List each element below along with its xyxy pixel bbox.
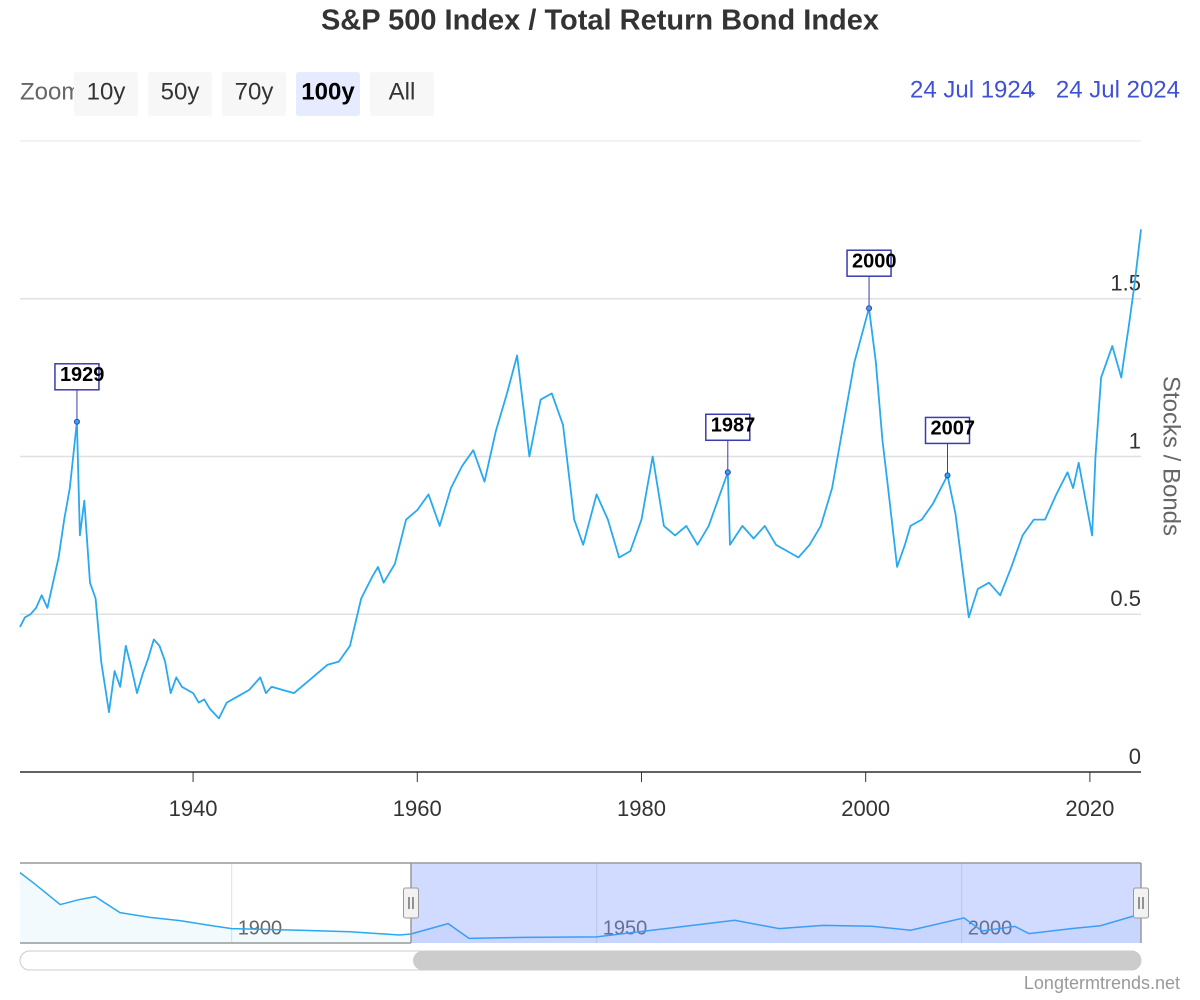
x-tick-label: 2020 xyxy=(1065,796,1114,821)
credit[interactable]: Longtermtrends.net xyxy=(1024,973,1180,993)
flag-point xyxy=(944,472,951,479)
zoom-button[interactable] xyxy=(222,72,286,116)
navigator-tick-label: 1900 xyxy=(238,917,283,939)
x-tick-label: 1960 xyxy=(393,796,442,821)
navigator-outline xyxy=(20,862,1142,944)
series-line xyxy=(19,229,1142,720)
zoom-button[interactable] xyxy=(74,72,138,116)
flag-box[interactable] xyxy=(705,413,751,442)
zoom-button-label[interactable]: All xyxy=(389,78,416,105)
flag-box[interactable] xyxy=(924,416,971,445)
flag-box[interactable] xyxy=(54,363,100,391)
navigator-line xyxy=(19,872,1142,940)
navigator-handle[interactable] xyxy=(1133,887,1149,919)
zoom-button[interactable] xyxy=(148,72,212,116)
flag-point xyxy=(866,305,873,312)
flag-label: 1987 xyxy=(711,415,756,437)
navigator-tick-label: 2000 xyxy=(968,917,1013,939)
range-buttons: 10y 50y 70y 100y All xyxy=(74,72,434,116)
zoom-button[interactable] xyxy=(370,72,434,116)
y-tick-label: 1 xyxy=(1129,428,1141,453)
navigator-tick-label: 1950 xyxy=(603,917,648,939)
y-tick-label: 0.5 xyxy=(1110,586,1141,611)
flag-point xyxy=(73,418,80,425)
scrollbar-thumb[interactable] xyxy=(412,951,1141,970)
zoom-button-label[interactable]: 50y xyxy=(161,78,200,105)
range-from[interactable]: 24 Jul 1924 xyxy=(910,76,1034,103)
flag-box[interactable] xyxy=(846,249,892,277)
navigator-mask xyxy=(410,863,1141,943)
chart-title: S&P 500 Index / Total Return Bond Index xyxy=(321,5,879,37)
range-to[interactable]: 24 Jul 2024 xyxy=(1056,76,1180,103)
range-separator: → xyxy=(1016,76,1040,103)
zoom-button[interactable] xyxy=(296,72,360,116)
navigator: 1900 1950 2000 xyxy=(19,862,1149,971)
zoom-label: Zoom xyxy=(20,78,81,105)
zoom-button-label[interactable]: 70y xyxy=(235,78,274,105)
flag-point xyxy=(724,469,731,476)
zoom-button-label[interactable]: 100y xyxy=(301,78,355,105)
flag-label: 1929 xyxy=(60,364,105,386)
flag-label: 2007 xyxy=(931,418,976,440)
flag-label: 2000 xyxy=(852,250,897,272)
zoom-button-label[interactable]: 10y xyxy=(87,78,126,105)
navigator-handle[interactable] xyxy=(402,887,419,919)
x-tick-label: 2000 xyxy=(841,796,890,821)
y-tick-label: 0 xyxy=(1129,744,1141,769)
navigator-area xyxy=(20,872,1141,943)
navigator-handle-grip xyxy=(1138,897,1144,909)
y-axis-title: Stocks / Bonds xyxy=(1158,376,1185,536)
x-tick-label: 1940 xyxy=(169,796,218,821)
navigator-handle-grip xyxy=(408,897,414,909)
x-tick-label: 1980 xyxy=(617,796,666,821)
